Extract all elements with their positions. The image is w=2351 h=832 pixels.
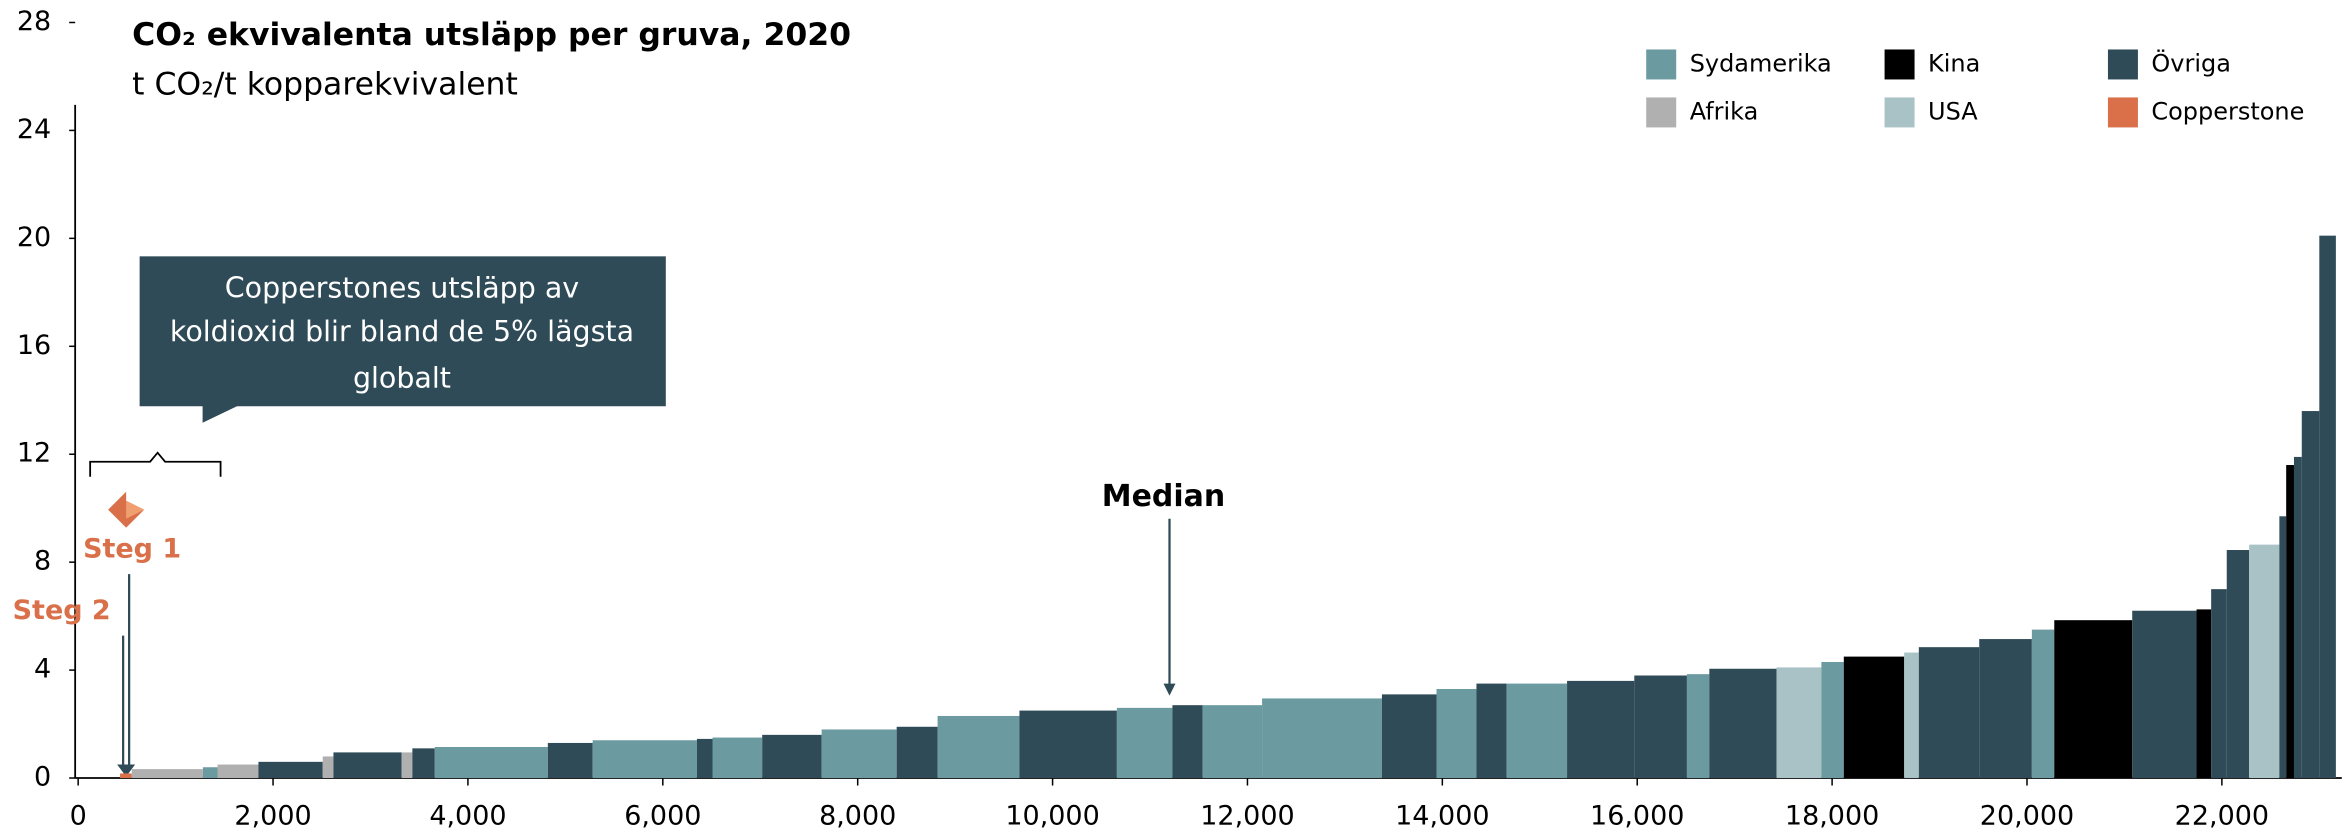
bar — [547, 742, 593, 779]
y-tick-label: 28 — [17, 6, 51, 37]
bar — [1686, 674, 1710, 779]
bar — [2226, 550, 2250, 779]
bar — [1172, 705, 1203, 779]
y-tick-label: 24 — [17, 114, 51, 145]
legend-label: USA — [1928, 97, 1978, 125]
callout-text: koldioxid blir bland de 5% lägsta — [170, 315, 634, 348]
legend-label: Afrika — [1690, 97, 1759, 125]
bar — [1709, 668, 1777, 779]
bar — [1918, 647, 1980, 779]
bar — [1979, 639, 2032, 779]
x-tick-label: 14,000 — [1395, 801, 1489, 832]
arrow-head — [117, 764, 136, 777]
step2-label: Steg 2 — [13, 595, 111, 626]
callout-text: globalt — [353, 361, 451, 394]
chart-title: CO₂ ekvivalenta utsläpp per gruva, 2020 — [132, 17, 851, 53]
legend-label: Kina — [1928, 49, 1980, 77]
x-tick-label: 16,000 — [1590, 801, 1684, 832]
bar — [202, 767, 218, 779]
legend-swatch — [1646, 49, 1677, 80]
x-tick-label: 12,000 — [1200, 801, 1294, 832]
legend-label: Övriga — [2151, 48, 2230, 77]
bar — [1436, 688, 1477, 779]
bar — [2286, 465, 2294, 779]
bar — [2132, 610, 2197, 779]
bar — [821, 729, 897, 779]
bar — [937, 715, 1020, 779]
x-tick-label: 20,000 — [1980, 801, 2074, 832]
bar — [333, 752, 402, 779]
legend-swatch — [2107, 49, 2138, 80]
bar — [120, 773, 132, 779]
bar — [1202, 705, 1263, 779]
bar — [434, 747, 548, 779]
y-tick-label: 16 — [17, 330, 51, 361]
bar — [412, 748, 435, 779]
y-tick-label: 12 — [17, 438, 51, 469]
bar — [2196, 609, 2212, 779]
bar — [2293, 456, 2302, 779]
bar — [592, 740, 697, 779]
bar — [2031, 629, 2055, 779]
bar — [1506, 683, 1568, 779]
median-arrow — [1163, 683, 1176, 696]
bar — [1476, 683, 1507, 779]
bar — [2279, 516, 2287, 779]
bar — [1116, 707, 1173, 779]
bar — [1843, 656, 1905, 779]
bar — [217, 764, 259, 779]
bar — [696, 738, 713, 779]
bar — [1776, 667, 1822, 779]
chart-subtitle: t CO₂/t kopparekvivalent — [132, 66, 518, 102]
bar — [2319, 235, 2336, 779]
legend-label: Copperstone — [2151, 97, 2304, 125]
y-tick-label: 0 — [34, 762, 51, 793]
y-tick-label: 20 — [17, 222, 51, 253]
x-tick-label: 2,000 — [234, 801, 311, 832]
bar — [1262, 698, 1382, 779]
bar — [712, 737, 763, 779]
bar — [1904, 652, 1919, 779]
bar — [1821, 662, 1844, 779]
bar — [762, 734, 822, 779]
x-tick-label: 10,000 — [1005, 801, 1099, 832]
bar — [258, 761, 323, 779]
x-tick-label: 8,000 — [819, 801, 896, 832]
step-icon — [126, 500, 145, 519]
bar — [131, 769, 203, 779]
x-tick-label: 4,000 — [429, 801, 506, 832]
bar — [896, 726, 938, 779]
bar — [1567, 680, 1635, 779]
x-tick-label: 0 — [70, 801, 87, 832]
bar — [322, 756, 334, 779]
step1-label: Steg 1 — [83, 534, 181, 565]
bar — [1634, 675, 1687, 779]
legend-swatch — [1884, 97, 1915, 128]
bar — [2301, 411, 2320, 779]
x-tick-label: 6,000 — [624, 801, 701, 832]
y-tick-label: 4 — [34, 654, 51, 685]
callout-tail — [202, 404, 241, 423]
x-tick-label: 18,000 — [1785, 801, 1879, 832]
legend-swatch — [1884, 49, 1915, 80]
bar — [2054, 620, 2133, 779]
bracket — [89, 451, 222, 477]
bar — [1019, 710, 1117, 779]
legend-swatch — [1646, 97, 1677, 128]
x-tick-label: 22,000 — [2175, 801, 2269, 832]
bar — [2211, 589, 2227, 779]
median-label: Median — [1102, 479, 1225, 514]
bar — [2249, 544, 2280, 779]
callout-box — [139, 256, 666, 407]
legend-label: Sydamerika — [1690, 49, 1832, 77]
bar — [401, 752, 413, 779]
legend-swatch — [2107, 97, 2138, 128]
y-tick-label: 8 — [34, 546, 51, 577]
callout-text: Copperstones utsläpp av — [225, 271, 579, 304]
bar — [1381, 694, 1437, 779]
